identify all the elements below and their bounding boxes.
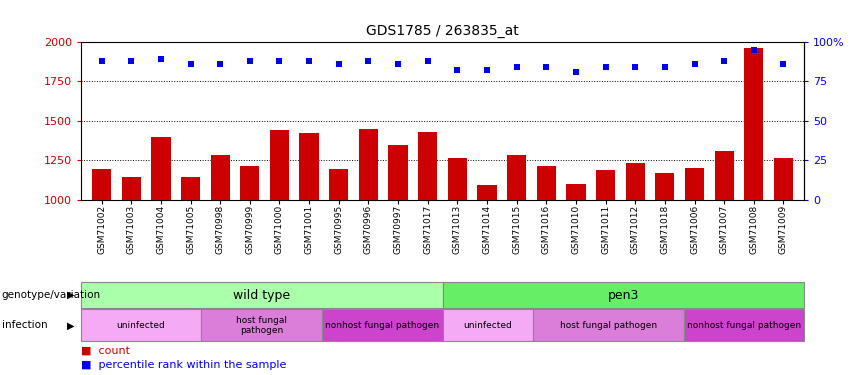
Text: ▶: ▶ — [66, 320, 74, 330]
Bar — [81, 282, 443, 308]
Text: pen3: pen3 — [608, 289, 639, 302]
Text: nonhost fungal pathogen: nonhost fungal pathogen — [687, 321, 801, 330]
Text: ■  count: ■ count — [81, 346, 130, 356]
Bar — [270, 130, 289, 200]
Bar — [181, 177, 200, 200]
Bar — [715, 151, 734, 200]
Text: host fungal
pathogen: host fungal pathogen — [237, 316, 287, 335]
Bar — [359, 129, 378, 200]
Bar — [210, 155, 230, 200]
Text: ■  percentile rank within the sample: ■ percentile rank within the sample — [81, 360, 286, 370]
Bar — [537, 166, 556, 200]
Text: ▶: ▶ — [66, 290, 74, 300]
Text: wild type: wild type — [233, 289, 290, 302]
Bar — [329, 169, 348, 200]
Bar — [81, 309, 202, 341]
Bar — [448, 158, 467, 200]
Title: GDS1785 / 263835_at: GDS1785 / 263835_at — [366, 24, 519, 38]
Bar — [655, 173, 675, 200]
Bar — [300, 134, 319, 200]
Bar — [443, 309, 533, 341]
Bar — [322, 309, 443, 341]
Text: genotype/variation: genotype/variation — [2, 290, 100, 300]
Bar — [507, 154, 526, 200]
Bar — [418, 132, 437, 200]
Bar — [92, 169, 111, 200]
Bar — [625, 163, 645, 200]
Text: infection: infection — [2, 320, 48, 330]
Bar — [683, 309, 804, 341]
Text: uninfected: uninfected — [463, 321, 512, 330]
Bar — [744, 48, 763, 200]
Bar — [533, 309, 683, 341]
Bar — [774, 158, 793, 200]
Bar — [388, 145, 408, 200]
Bar — [566, 184, 585, 200]
Text: uninfected: uninfected — [117, 321, 165, 330]
Bar — [443, 282, 804, 308]
Bar — [240, 166, 260, 200]
Bar — [596, 170, 615, 200]
Bar — [151, 136, 170, 200]
Bar — [202, 309, 322, 341]
Bar — [477, 185, 497, 200]
Bar — [122, 177, 141, 200]
Bar — [685, 168, 704, 200]
Text: host fungal pathogen: host fungal pathogen — [560, 321, 657, 330]
Text: nonhost fungal pathogen: nonhost fungal pathogen — [325, 321, 439, 330]
